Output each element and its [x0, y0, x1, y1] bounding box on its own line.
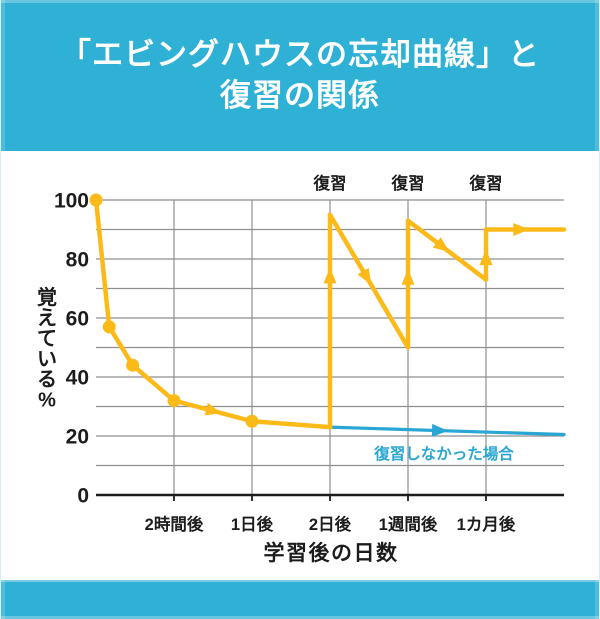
chart-area: 0 20 40 60 80 100 覚えている% 2時間後 1日後 2日後 1週間後 1カ月後学習後の…: [1, 151, 599, 580]
svg-text:1日後: 1日後: [231, 514, 274, 534]
svg-text:1週間後: 1週間後: [379, 514, 438, 534]
series-with-review: [323, 212, 567, 430]
svg-text:て: て: [37, 328, 57, 350]
data-point-dot: [126, 358, 140, 372]
arrowhead-icon: [513, 223, 530, 236]
data-point-dot: [89, 193, 103, 207]
data-point-dot: [245, 414, 259, 428]
svg-text:復習: 復習: [391, 173, 425, 193]
svg-text:100: 100: [54, 190, 89, 213]
svg-text:復習: 復習: [313, 173, 347, 193]
page-title-line-1: 「エビングハウスの忘却曲線」と: [60, 36, 540, 72]
svg-text:1カ月後: 1カ月後: [457, 514, 516, 534]
svg-text:20: 20: [66, 426, 89, 449]
svg-text:覚: 覚: [37, 285, 57, 309]
page-title-line-2: 復習の関係: [220, 77, 380, 113]
svg-text:る: る: [37, 369, 57, 391]
svg-text:80: 80: [66, 249, 89, 272]
series-without-review: [328, 423, 566, 437]
title-banner: 「エビングハウスの忘却曲線」と 復習の関係: [1, 0, 599, 151]
x-tick-labels: 2時間後 1日後 2日後 1週間後 1カ月後: [145, 514, 516, 534]
svg-text:学習後の日数: 学習後の日数: [264, 541, 399, 565]
x-axis-title: 学習後の日数: [264, 541, 399, 565]
svg-text:40: 40: [66, 367, 89, 390]
arrowhead-icon: [479, 249, 493, 266]
data-point-dot: [167, 394, 181, 408]
data-point-dot: [102, 320, 116, 334]
svg-text:復習しなかった場合: 復習しなかった場合: [373, 444, 514, 463]
arrowhead-icon: [204, 402, 222, 416]
svg-text:2時間後: 2時間後: [145, 514, 204, 534]
arrowhead-icon: [431, 423, 449, 437]
series-forgetting-curve: [89, 193, 333, 430]
svg-text:%: %: [38, 390, 56, 412]
arrowhead-icon: [432, 237, 450, 253]
bottom-bar: [1, 580, 599, 619]
arrowhead-icon: [401, 268, 415, 285]
svg-text:2日後: 2日後: [309, 514, 352, 534]
svg-text:え: え: [37, 307, 57, 330]
arrowhead-icon: [357, 267, 372, 285]
svg-text:復習: 復習: [469, 173, 503, 193]
y-tick-labels: 0 20 40 60 80 100: [54, 190, 89, 508]
arrowhead-icon: [323, 267, 337, 284]
svg-text:60: 60: [66, 308, 89, 331]
svg-text:い: い: [37, 349, 57, 371]
svg-text:0: 0: [77, 485, 89, 508]
x-axis: [96, 493, 564, 501]
